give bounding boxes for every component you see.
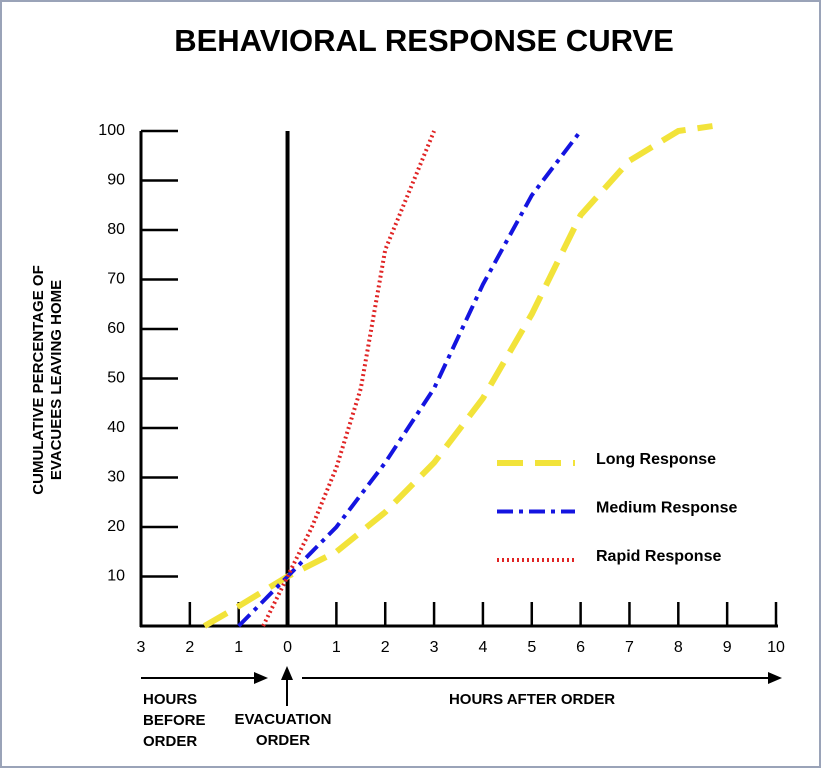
x-tick-label: 3 — [137, 639, 146, 656]
x-tick-label: 9 — [723, 639, 732, 656]
y-tick-label: 90 — [107, 172, 125, 189]
series-line — [237, 129, 583, 628]
y-tick-label: 80 — [107, 221, 125, 238]
x-tick-label: 1 — [234, 639, 243, 656]
y-tick-label: 30 — [107, 469, 125, 486]
y-tick-label: 70 — [107, 271, 125, 288]
y-axis-label: CUMULATIVE PERCENTAGE OF EVACUEES LEAVIN… — [30, 265, 65, 494]
y-tick-label: 100 — [98, 122, 125, 139]
x-tick-label: 5 — [527, 639, 536, 656]
series-line — [202, 123, 713, 629]
legend-label: Long Response — [596, 451, 716, 468]
arrow-head — [254, 672, 268, 684]
arrow-head — [768, 672, 782, 684]
legend-label: Medium Response — [596, 500, 737, 517]
arrow-head — [281, 666, 293, 680]
x-tick-label: 2 — [185, 639, 194, 656]
x-tick-label: 7 — [625, 639, 634, 656]
x-tick-label: 0 — [283, 639, 292, 656]
annotation: EVACUATION — [235, 711, 332, 728]
x-tick-label: 10 — [767, 639, 785, 656]
y-tick-label: 40 — [107, 419, 125, 436]
chart-title: BEHAVIORAL RESPONSE CURVE — [174, 23, 674, 58]
x-tick-label: 4 — [478, 639, 487, 656]
annotation: BEFORE — [143, 712, 206, 729]
annotation: ORDER — [256, 732, 310, 749]
y-axis-label-line: CUMULATIVE PERCENTAGE OF — [30, 265, 47, 494]
x-tick-label: 1 — [332, 639, 341, 656]
annotation: ORDER — [143, 733, 197, 750]
x-tick-label: 6 — [576, 639, 585, 656]
y-tick-label: 50 — [107, 370, 125, 387]
annotation: HOURS AFTER ORDER — [449, 691, 615, 708]
annotation: HOURS — [143, 691, 197, 708]
x-tick-label: 2 — [381, 639, 390, 656]
y-axis-label-line: EVACUEES LEAVING HOME — [48, 280, 65, 480]
series-line — [261, 130, 436, 627]
y-tick-label: 20 — [107, 518, 125, 535]
x-tick-label: 3 — [430, 639, 439, 656]
x-tick-label: 8 — [674, 639, 683, 656]
y-tick-label: 10 — [107, 568, 125, 585]
y-tick-label: 60 — [107, 320, 125, 337]
legend-label: Rapid Response — [596, 548, 721, 565]
